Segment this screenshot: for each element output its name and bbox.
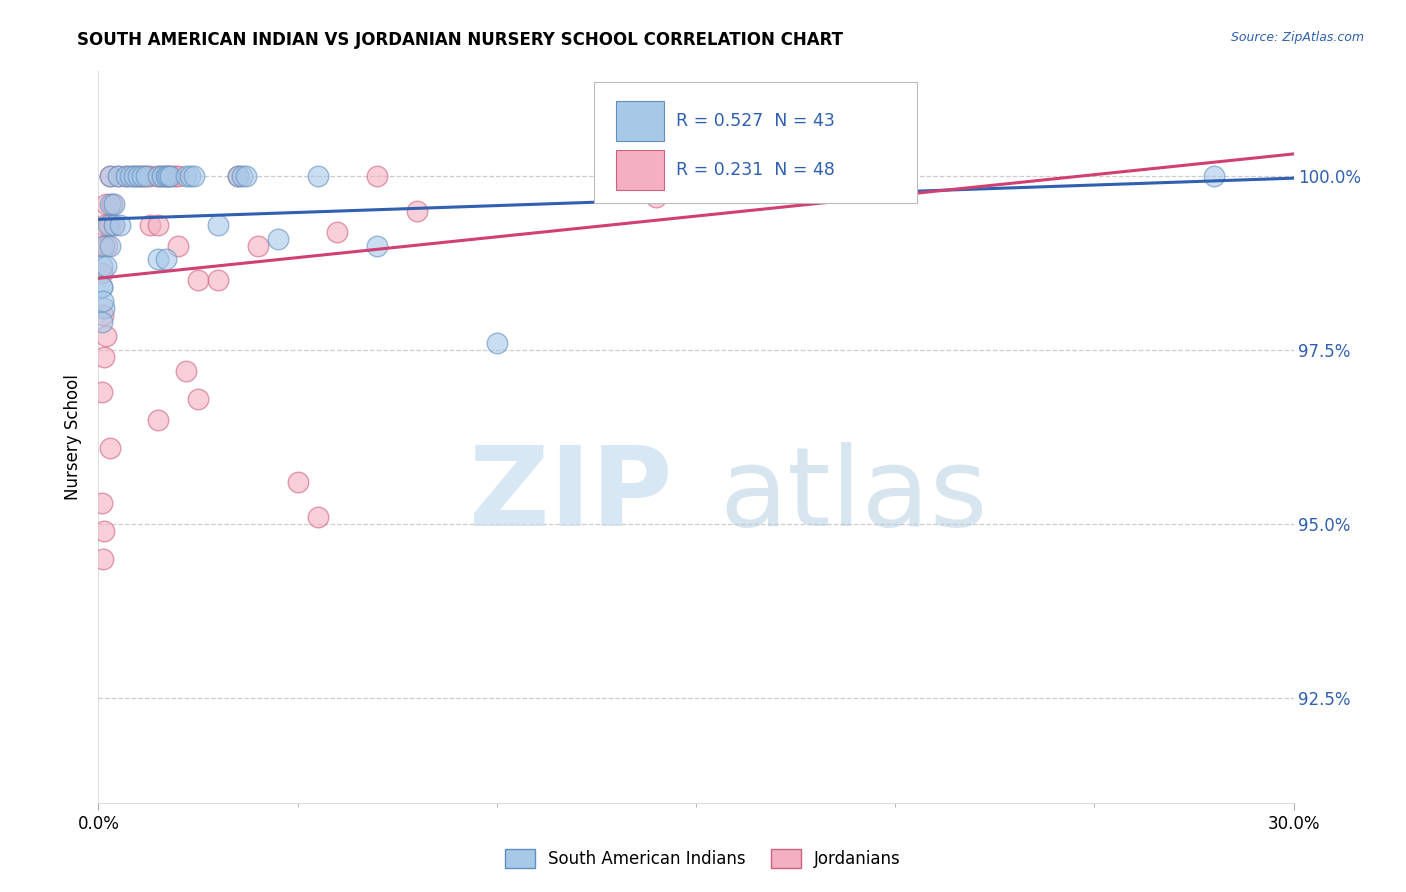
Point xyxy=(150,169,173,183)
Point xyxy=(1202,169,1225,183)
Point xyxy=(127,169,149,183)
Point xyxy=(91,315,114,329)
Point xyxy=(183,169,205,183)
Point xyxy=(645,190,668,204)
Point xyxy=(235,169,257,183)
Point xyxy=(157,169,180,183)
Point xyxy=(90,280,112,294)
Point xyxy=(98,218,121,232)
Point xyxy=(179,169,201,183)
Point xyxy=(124,169,146,183)
Point xyxy=(91,384,114,399)
Point xyxy=(307,169,329,183)
Point xyxy=(155,169,177,183)
Point xyxy=(139,169,162,183)
Point xyxy=(174,169,197,183)
Point xyxy=(155,169,177,183)
Point xyxy=(103,196,125,211)
Point xyxy=(148,252,170,267)
Point xyxy=(187,392,209,406)
Point xyxy=(103,218,125,232)
Point xyxy=(93,218,115,232)
Text: atlas: atlas xyxy=(720,442,988,549)
Point xyxy=(150,169,173,183)
Point xyxy=(91,260,114,274)
Point xyxy=(93,350,115,364)
FancyBboxPatch shape xyxy=(595,82,917,203)
Point xyxy=(91,266,114,280)
Point xyxy=(97,218,120,232)
Point xyxy=(93,524,115,538)
Text: ZIP: ZIP xyxy=(468,442,672,549)
Point xyxy=(366,169,388,183)
Bar xyxy=(616,150,664,190)
Point xyxy=(155,252,177,267)
Point xyxy=(135,169,157,183)
Point xyxy=(148,169,170,183)
Point xyxy=(406,203,429,218)
Point xyxy=(91,552,114,566)
Point xyxy=(231,169,253,183)
Point xyxy=(107,169,129,183)
Text: Source: ZipAtlas.com: Source: ZipAtlas.com xyxy=(1230,31,1364,45)
Text: SOUTH AMERICAN INDIAN VS JORDANIAN NURSERY SCHOOL CORRELATION CHART: SOUTH AMERICAN INDIAN VS JORDANIAN NURSE… xyxy=(77,31,844,49)
Point xyxy=(96,260,118,274)
Point xyxy=(139,218,162,232)
Point xyxy=(93,238,115,252)
Point xyxy=(131,169,153,183)
Text: R = 0.231  N = 48: R = 0.231 N = 48 xyxy=(676,161,835,179)
Point xyxy=(101,196,124,211)
Point xyxy=(96,196,118,211)
Point xyxy=(91,308,114,322)
Point xyxy=(120,169,142,183)
Point xyxy=(246,238,269,252)
Point xyxy=(94,329,117,343)
Point xyxy=(93,301,115,316)
Point xyxy=(91,280,114,294)
Point xyxy=(163,169,186,183)
Point xyxy=(91,238,114,252)
Point xyxy=(174,364,197,378)
Legend: South American Indians, Jordanians: South American Indians, Jordanians xyxy=(498,842,908,875)
Point xyxy=(167,169,190,183)
Point xyxy=(91,294,114,309)
Point xyxy=(98,169,122,183)
Y-axis label: Nursery School: Nursery School xyxy=(65,374,83,500)
Point xyxy=(167,238,190,252)
Point xyxy=(103,218,125,232)
Point xyxy=(485,336,508,351)
Point xyxy=(159,169,181,183)
Point xyxy=(107,169,129,183)
Point xyxy=(131,169,153,183)
Point xyxy=(207,273,229,287)
Point xyxy=(187,273,209,287)
Point xyxy=(115,169,138,183)
Bar xyxy=(616,101,664,141)
Point xyxy=(127,169,149,183)
Point xyxy=(148,218,170,232)
Point xyxy=(226,169,249,183)
Point xyxy=(98,169,122,183)
Point xyxy=(226,169,249,183)
Point xyxy=(115,169,138,183)
Point xyxy=(135,169,157,183)
Point xyxy=(884,169,907,183)
Point xyxy=(366,238,388,252)
Point xyxy=(124,169,146,183)
Point xyxy=(207,218,229,232)
Point xyxy=(307,510,329,524)
Point xyxy=(267,231,290,245)
Text: R = 0.527  N = 43: R = 0.527 N = 43 xyxy=(676,112,835,130)
Point xyxy=(287,475,309,490)
Point xyxy=(98,196,122,211)
Point xyxy=(98,238,122,252)
Point xyxy=(110,218,132,232)
Point xyxy=(148,169,170,183)
Point xyxy=(148,412,170,426)
Point xyxy=(98,441,122,455)
Point xyxy=(91,496,114,510)
Point xyxy=(96,238,118,252)
Point xyxy=(326,225,349,239)
Point xyxy=(159,169,181,183)
